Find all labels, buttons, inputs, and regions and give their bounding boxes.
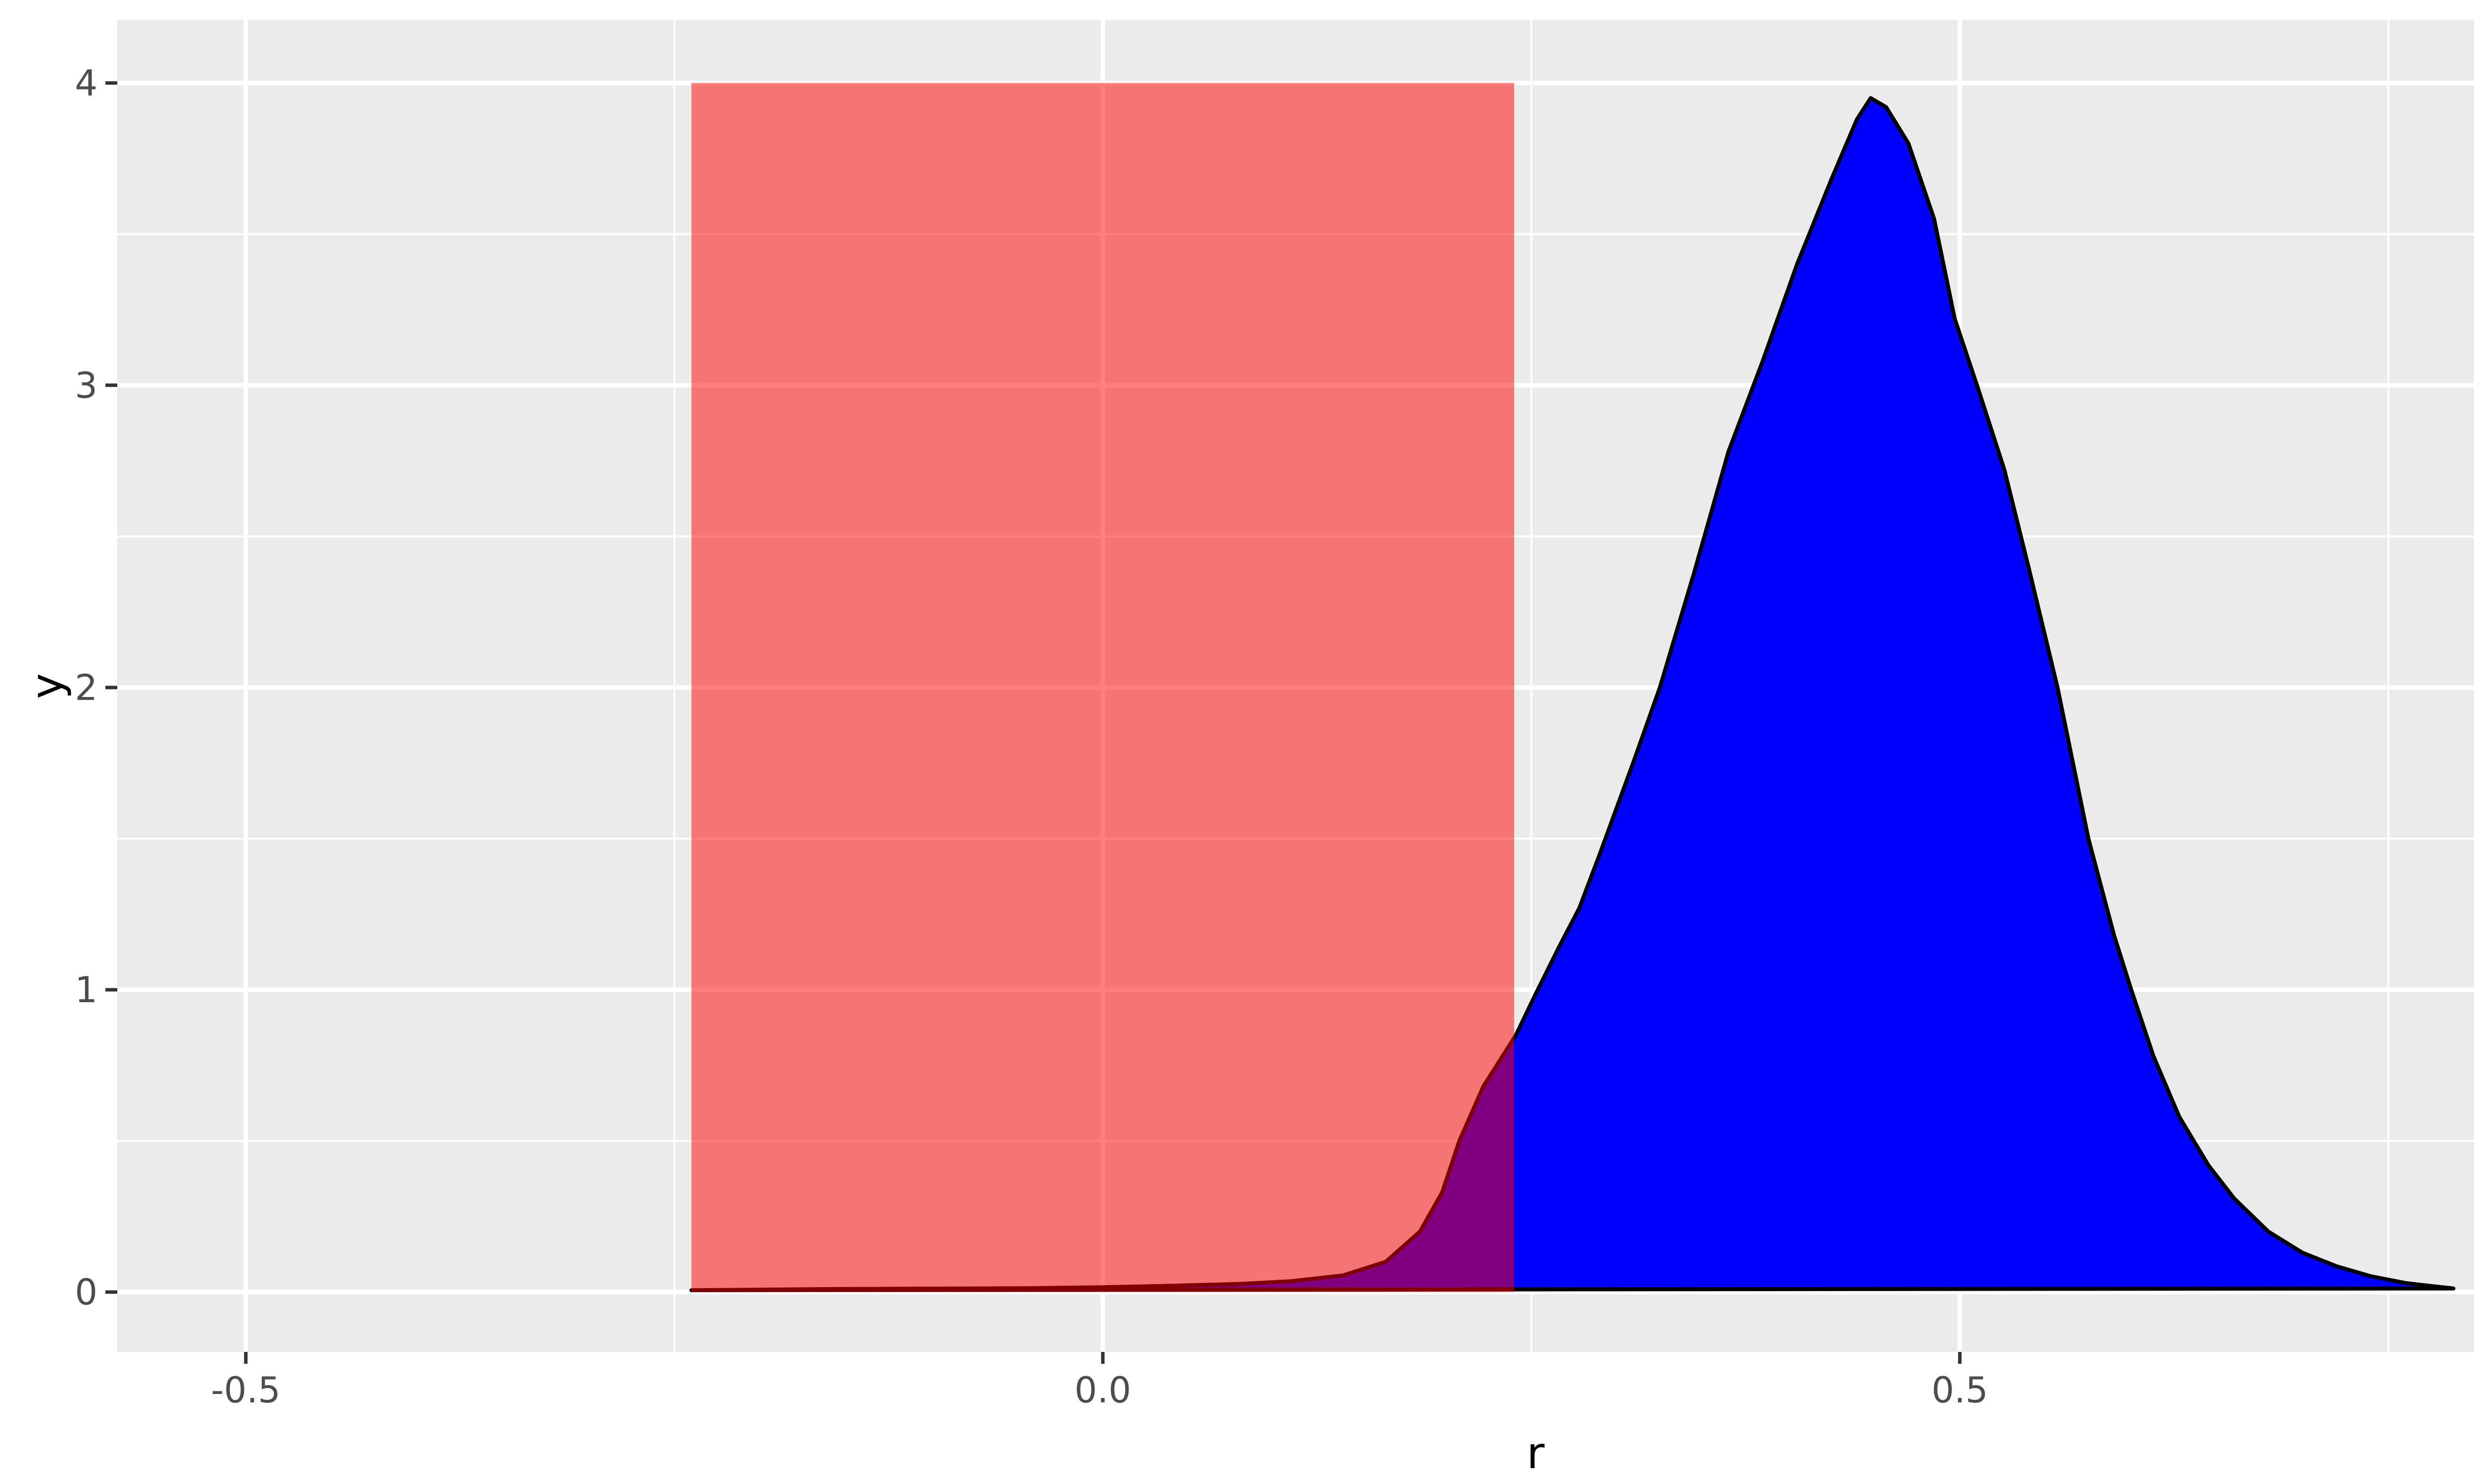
x-tick-label: 0.0 bbox=[1074, 1369, 1132, 1411]
x-tick-label: 0.5 bbox=[1931, 1369, 1989, 1411]
y-tick-label: 1 bbox=[75, 969, 97, 1011]
axis-tick-marks bbox=[105, 81, 1962, 1364]
x-axis-title: r bbox=[1526, 1428, 1545, 1479]
y-tick-label: 4 bbox=[75, 62, 97, 104]
y-axis-title: y bbox=[21, 673, 72, 699]
shaded-rope-rect bbox=[691, 83, 1515, 1293]
y-tick-label: 3 bbox=[75, 364, 97, 406]
y-tick-label: 0 bbox=[75, 1271, 97, 1313]
x-tick-label: -0.5 bbox=[211, 1369, 281, 1411]
y-tick-label: 2 bbox=[75, 666, 97, 708]
